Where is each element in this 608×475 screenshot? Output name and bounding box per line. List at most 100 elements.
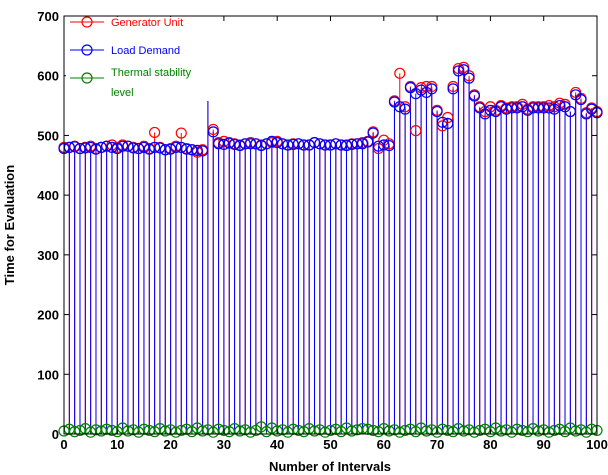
load-demand-point xyxy=(335,139,347,151)
load-demand-point xyxy=(106,141,118,153)
x-tick-label: 60 xyxy=(377,437,391,452)
load-demand-point xyxy=(415,84,427,96)
load-demand-point xyxy=(223,137,235,149)
thermal-stability-level-point xyxy=(207,426,219,438)
load-demand-point xyxy=(340,139,353,152)
thermal-stability-level-point xyxy=(447,426,459,438)
load-demand-point xyxy=(346,138,358,150)
load-demand-point xyxy=(218,138,230,150)
load-demand-point xyxy=(196,145,209,157)
load-demand-point xyxy=(271,136,283,149)
load-demand-point xyxy=(367,127,379,139)
load-demand-point xyxy=(372,140,385,152)
thermal-stability-level-point xyxy=(495,425,507,437)
load-demand-point xyxy=(244,138,257,150)
load-demand-point xyxy=(159,144,171,156)
y-tick-label: 0 xyxy=(52,427,59,442)
load-demand-point xyxy=(564,105,576,118)
load-demand-point xyxy=(149,141,161,153)
thermal-stability-level-point xyxy=(474,424,486,437)
x-tick-label: 90 xyxy=(536,437,550,452)
y-tick-label: 300 xyxy=(37,248,59,263)
load-demand-point xyxy=(532,102,544,114)
thermal-stability-level-point xyxy=(218,424,230,437)
thermal-stability-level-point xyxy=(191,422,203,434)
load-demand-point xyxy=(143,143,155,155)
load-demand-point xyxy=(330,138,342,150)
x-axis-label: Number of Intervals xyxy=(269,459,391,474)
load-demand-point xyxy=(426,83,438,95)
thermal-stability-level-point xyxy=(196,425,209,437)
thermal-stability-level-point xyxy=(292,424,305,437)
load-demand-point xyxy=(394,101,406,113)
thermal-stability-level-point xyxy=(570,425,582,437)
load-demand-point xyxy=(458,64,470,76)
x-tick-label: 80 xyxy=(483,437,497,452)
thermal-stability-level-point xyxy=(239,424,251,436)
load-demand-point xyxy=(282,139,294,151)
thermal-stability-level-point xyxy=(580,426,592,438)
load-demand-point xyxy=(266,135,278,147)
load-demand-point xyxy=(511,102,523,114)
load-demand-point xyxy=(154,142,166,154)
generator-unit-point xyxy=(410,125,422,137)
legend-box xyxy=(66,17,218,101)
x-tick-label: 100 xyxy=(586,437,608,452)
load-demand-point xyxy=(260,138,273,150)
thermal-stability-level-legend-label: Thermal stability level xyxy=(111,67,192,99)
thermal-stability-level-point xyxy=(127,424,139,436)
generator-unit-legend-label: Generator Unit xyxy=(111,17,183,29)
thermal-stability-level-point xyxy=(324,424,337,437)
load-demand-point xyxy=(85,141,97,153)
load-demand-point xyxy=(484,104,496,116)
thermal-stability-level-point xyxy=(175,424,187,437)
thermal-stability-level-point xyxy=(90,424,102,436)
load-demand-point xyxy=(452,65,465,77)
thermal-stability-level-point xyxy=(415,422,427,434)
load-demand-point xyxy=(186,144,198,156)
load-demand-point xyxy=(436,116,449,128)
thermal-stability-level-point xyxy=(266,422,278,434)
thermal-stability-level-point xyxy=(522,426,534,438)
load-demand-point xyxy=(324,139,337,151)
x-tick-label: 30 xyxy=(217,437,231,452)
load-demand-point xyxy=(212,138,225,150)
load-demand-point xyxy=(287,138,299,150)
load-demand-point xyxy=(500,103,512,115)
load-demand-point xyxy=(207,126,219,138)
thermal-stability-level-point xyxy=(367,424,379,437)
thermal-stability-level-point xyxy=(117,422,129,434)
thermal-stability-level-legend-marker xyxy=(81,72,93,84)
thermal-stability-level-point xyxy=(149,426,161,438)
thermal-stability-level-point xyxy=(234,425,246,437)
thermal-stability-level-point xyxy=(271,425,283,437)
load-demand-point xyxy=(292,138,305,150)
thermal-stability-level-point xyxy=(74,424,86,437)
thermal-stability-level-point xyxy=(431,426,443,438)
generator-unit-point xyxy=(149,126,161,139)
load-demand-point xyxy=(495,101,507,113)
load-demand-point xyxy=(122,140,134,152)
load-demand-point xyxy=(538,102,550,114)
legend: Generator Unit Load Demand Thermal stabili… xyxy=(66,16,218,101)
load-demand-point xyxy=(165,143,177,155)
load-demand-point xyxy=(506,102,518,114)
load-demand-point xyxy=(362,136,374,148)
generator-unit-point xyxy=(218,135,230,147)
generator-unit-point xyxy=(436,120,449,132)
stem-lines xyxy=(63,67,598,434)
thermal-stability-level-point xyxy=(538,424,550,436)
thermal-stability-level-point xyxy=(420,425,433,437)
load-demand-point xyxy=(255,139,267,152)
load-demand-point xyxy=(276,138,289,150)
generator-unit-point xyxy=(394,67,406,79)
load-demand-point xyxy=(527,102,539,114)
load-demand-point xyxy=(239,138,251,150)
thermal-stability-level-point xyxy=(85,426,97,438)
thermal-stability-level-point xyxy=(506,426,518,438)
load-demand-point xyxy=(170,141,182,153)
load-demand-point xyxy=(554,99,566,112)
y-axis-ticks: 0 100 200 300 400 500 600 700 xyxy=(37,9,597,442)
load-demand-point xyxy=(356,138,369,150)
load-demand-point xyxy=(351,138,363,150)
